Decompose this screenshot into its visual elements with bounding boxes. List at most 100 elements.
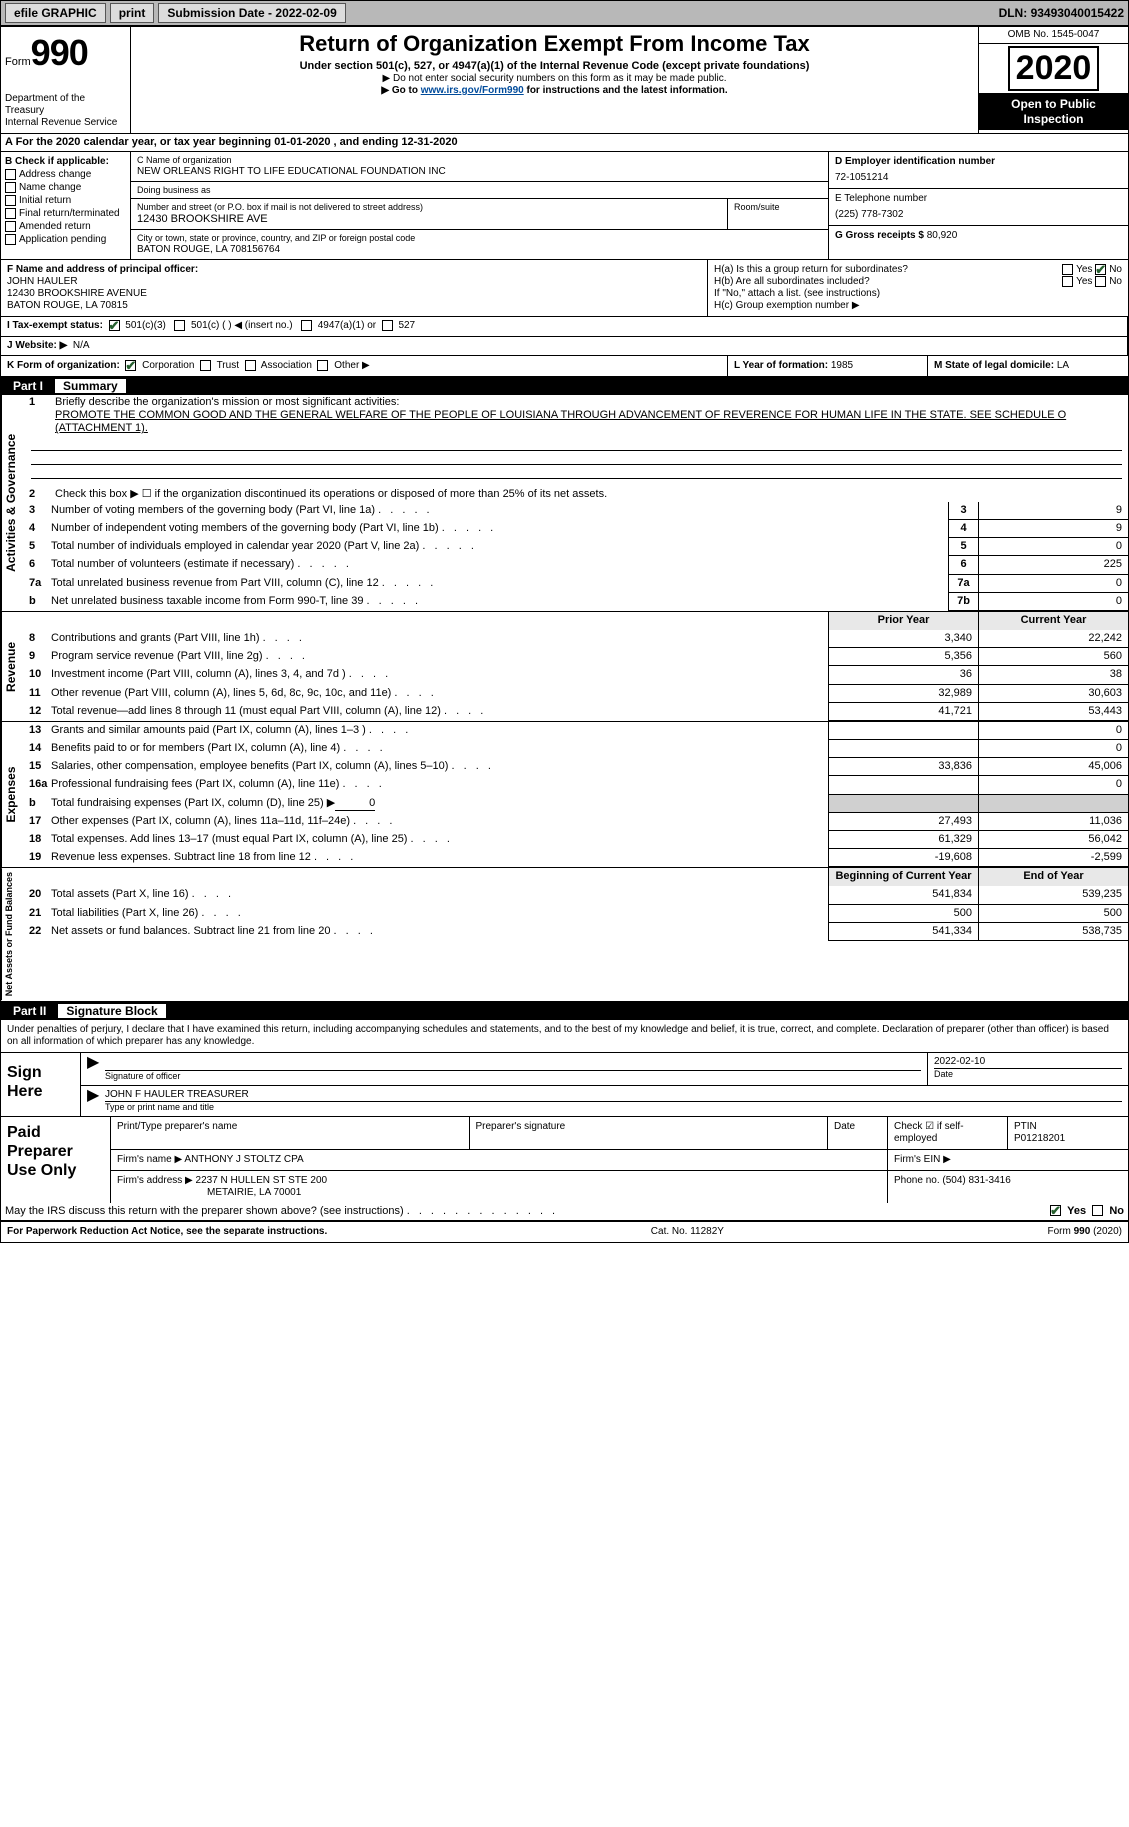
blank bbox=[25, 612, 51, 630]
i-opt1: 501(c)(3) bbox=[125, 321, 166, 332]
section-c: C Name of organization NEW ORLEANS RIGHT… bbox=[131, 152, 828, 259]
dept-label: Department of the Treasury bbox=[5, 93, 126, 117]
discuss-yes-box[interactable] bbox=[1050, 1205, 1061, 1216]
ha-row: H(a) Is this a group return for subordin… bbox=[714, 264, 1122, 276]
pt-date-lbl: Date bbox=[828, 1117, 888, 1149]
hb-no-box[interactable] bbox=[1095, 276, 1106, 287]
l1-txt: Briefly describe the organization's miss… bbox=[55, 396, 1124, 436]
chk-address[interactable]: Address change bbox=[5, 169, 126, 181]
subdate-value: 2022-02-09 bbox=[275, 6, 336, 20]
ptin-lbl: PTIN bbox=[1014, 1121, 1037, 1132]
firm-phone-cell: Phone no. (504) 831-3416 bbox=[888, 1171, 1128, 1203]
table-row: 6Total number of volunteers (estimate if… bbox=[25, 556, 1128, 574]
table-row: 22Net assets or fund balances. Subtract … bbox=[25, 923, 1128, 941]
i-501c3-box[interactable] bbox=[109, 320, 120, 331]
k-corp-box[interactable] bbox=[125, 360, 136, 371]
table-row: 4Number of independent voting members of… bbox=[25, 520, 1128, 538]
gross-val: 80,920 bbox=[927, 230, 958, 241]
i-4947-box[interactable] bbox=[301, 320, 312, 331]
f-column: F Name and address of principal officer:… bbox=[1, 260, 708, 316]
l16b-label: Total fundraising expenses (Part IX, col… bbox=[51, 797, 335, 809]
period-line: A For the 2020 calendar year, or tax yea… bbox=[1, 134, 1128, 152]
chk-term[interactable]: Final return/terminated bbox=[5, 208, 126, 220]
prow-1: Print/Type preparer's name Preparer's si… bbox=[111, 1117, 1128, 1150]
form-number: Form 990 bbox=[5, 31, 126, 74]
k-other-box[interactable] bbox=[317, 360, 328, 371]
l-val: 1985 bbox=[831, 360, 853, 371]
paid-right: Print/Type preparer's name Preparer's si… bbox=[111, 1117, 1128, 1203]
efile-button[interactable]: efile GRAPHIC bbox=[5, 3, 106, 23]
discuss-text: May the IRS discuss this return with the… bbox=[5, 1205, 558, 1218]
hb-yes-box[interactable] bbox=[1062, 276, 1073, 287]
part2-no: Part II bbox=[7, 1004, 52, 1018]
prow-3: Firm's address ▶ 2237 N HULLEN ST STE 20… bbox=[111, 1171, 1128, 1203]
ha-yes-box[interactable] bbox=[1062, 264, 1073, 275]
section-netassets: Net Assets or Fund Balances Beginning of… bbox=[1, 868, 1128, 1001]
na-header-row: Beginning of Current Year End of Year bbox=[25, 868, 1128, 886]
form-word: Form bbox=[5, 56, 31, 69]
d-lbl: D Employer identification number bbox=[835, 156, 1122, 168]
addr-cell: Number and street (or P.O. box if mail i… bbox=[131, 199, 728, 229]
paid-title: Paid Preparer Use Only bbox=[1, 1117, 111, 1203]
k-cell: K Form of organization: Corporation Trus… bbox=[1, 356, 728, 376]
note-pre: ▶ Go to bbox=[381, 85, 420, 96]
period-text: A For the 2020 calendar year, or tax yea… bbox=[5, 136, 458, 148]
table-row: 12Total revenue—add lines 8 through 11 (… bbox=[25, 703, 1128, 721]
m-cell: M State of legal domicile: LA bbox=[928, 356, 1128, 376]
print-button[interactable]: print bbox=[110, 3, 155, 23]
l16b-val: 0 bbox=[335, 797, 375, 811]
b-label: B Check if applicable: bbox=[5, 156, 126, 168]
chk-app[interactable]: Application pending bbox=[5, 234, 126, 246]
phone-val: (225) 778-7302 bbox=[835, 209, 1122, 221]
k-trust: Trust bbox=[217, 360, 239, 371]
k-assoc-box[interactable] bbox=[245, 360, 256, 371]
b-app: Application pending bbox=[19, 235, 106, 246]
ha-no-box[interactable] bbox=[1095, 264, 1106, 275]
i-opt3: 4947(a)(1) or bbox=[318, 321, 376, 332]
l1-label: Briefly describe the organization's miss… bbox=[55, 396, 399, 408]
printed-name: JOHN F HAULER TREASURER bbox=[105, 1089, 1122, 1101]
exp-lines: 13Grants and similar amounts paid (Part … bbox=[25, 722, 1128, 795]
b-addr: Address change bbox=[19, 169, 91, 180]
i-501c-box[interactable] bbox=[174, 320, 185, 331]
part1-title: Summary bbox=[55, 379, 126, 393]
f-lbl: F Name and address of principal officer: bbox=[7, 264, 701, 276]
discuss-no-box[interactable] bbox=[1092, 1205, 1103, 1216]
k-trust-box[interactable] bbox=[200, 360, 211, 371]
chk-initial[interactable]: Initial return bbox=[5, 195, 126, 207]
signature-block: Sign Here ▶ Signature of officer 2022-02… bbox=[1, 1052, 1128, 1116]
chk-name[interactable]: Name change bbox=[5, 182, 126, 194]
l16b-num: b bbox=[25, 795, 51, 813]
ag-rows: 1 Briefly describe the organization's mi… bbox=[25, 395, 1128, 611]
i-527-box[interactable] bbox=[382, 320, 393, 331]
table-row: 7aTotal unrelated business revenue from … bbox=[25, 575, 1128, 593]
l-lbl: L Year of formation: bbox=[734, 360, 831, 371]
irs-link[interactable]: www.irs.gov/Form990 bbox=[421, 85, 524, 96]
ein-cell: D Employer identification number 72-1051… bbox=[829, 152, 1128, 189]
firm-phone: (504) 831-3416 bbox=[942, 1175, 1010, 1186]
table-row: 18Total expenses. Add lines 13–17 (must … bbox=[25, 831, 1128, 849]
chk-amend[interactable]: Amended return bbox=[5, 221, 126, 233]
sign-here: Sign Here bbox=[1, 1053, 81, 1116]
hb-row: H(b) Are all subordinates included? Yes … bbox=[714, 276, 1122, 288]
j-cell: J Website: ▶ N/A bbox=[1, 337, 1128, 355]
discuss-row: May the IRS discuss this return with the… bbox=[1, 1203, 1128, 1221]
pra-notice: For Paperwork Reduction Act Notice, see … bbox=[7, 1226, 327, 1238]
dba-lbl: Doing business as bbox=[137, 185, 822, 196]
dln-value: 93493040015422 bbox=[1031, 6, 1124, 20]
header-middle: Return of Organization Exempt From Incom… bbox=[131, 27, 978, 132]
room-lbl: Room/suite bbox=[734, 202, 822, 213]
officer-name: JOHN HAULER bbox=[7, 276, 701, 288]
prow-2: Firm's name ▶ ANTHONY J STOLTZ CPA Firm'… bbox=[111, 1150, 1128, 1171]
paid-preparer-block: Paid Preparer Use Only Print/Type prepar… bbox=[1, 1116, 1128, 1203]
table-row: 3Number of voting members of the governi… bbox=[25, 502, 1128, 520]
section-expenses: Expenses 13Grants and similar amounts pa… bbox=[1, 722, 1128, 869]
l2-num: 2 bbox=[29, 488, 55, 501]
entity-block: B Check if applicable: Address change Na… bbox=[1, 152, 1128, 260]
table-row: 15Salaries, other compensation, employee… bbox=[25, 758, 1128, 776]
pt-check-lbl: Check ☑ if self-employed bbox=[894, 1121, 964, 1144]
table-row: 21Total liabilities (Part X, line 26) . … bbox=[25, 905, 1128, 923]
k-lbl: K Form of organization: bbox=[7, 360, 120, 371]
phone-lbl: Phone no. bbox=[894, 1175, 942, 1186]
arrow-icon: ▶ bbox=[81, 1086, 99, 1116]
